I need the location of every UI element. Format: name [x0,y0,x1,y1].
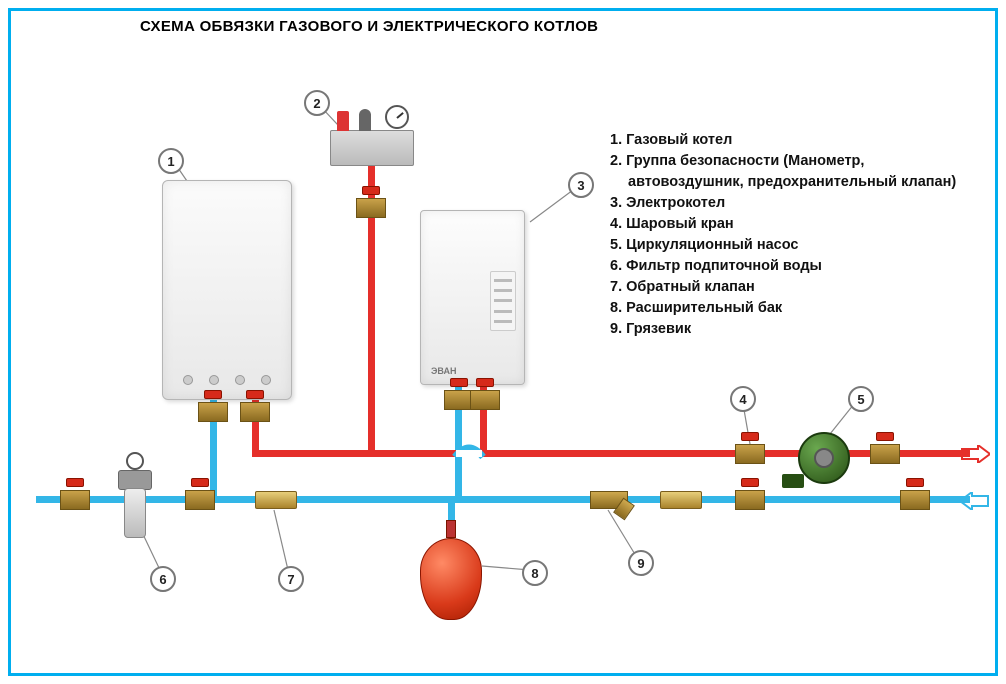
legend-item: 8. Расширительный бак [610,298,980,319]
legend: 1. Газовый котел 2. Группа безопасности … [610,130,980,340]
ball-valve [198,402,228,422]
check-valve [660,491,702,509]
callout-9: 9 [628,550,654,576]
flow-arrow-out [960,445,990,463]
callout-8: 8 [522,560,548,586]
electric-boiler-logo: ЭВАН [431,366,456,376]
callout-6: 6 [150,566,176,592]
ball-valve [870,444,900,464]
callout-5: 5 [848,386,874,412]
ball-valve [470,390,500,410]
legend-item: 5. Циркуляционный насос [610,235,980,256]
makeup-water-filter [118,470,152,540]
expansion-tank [420,538,482,620]
ball-valve [240,402,270,422]
legend-item: 6. Фильтр подпиточной воды [610,256,980,277]
ball-valve [735,490,765,510]
callout-1: 1 [158,148,184,174]
legend-item: 3. Электрокотел [610,193,980,214]
ball-valve [185,490,215,510]
legend-item: 4. Шаровый кран [610,214,980,235]
check-valve [255,491,297,509]
legend-item: 1. Газовый котел [610,130,980,151]
ball-valve [900,490,930,510]
ball-valve [60,490,90,510]
legend-item: 2. Группа безопасности (Манометр, автово… [610,151,980,193]
electric-boiler: ЭВАН [420,210,525,385]
callout-4: 4 [730,386,756,412]
safety-group [330,130,414,166]
gas-boiler [162,180,292,400]
callout-3: 3 [568,172,594,198]
legend-item: 7. Обратный клапан [610,277,980,298]
ball-valve [735,444,765,464]
strainer [590,491,628,509]
callout-2: 2 [304,90,330,116]
legend-item: 9. Грязевик [610,319,980,340]
callout-7: 7 [278,566,304,592]
circulation-pump [798,432,850,484]
ball-valve [356,198,386,218]
flow-arrow-in [960,492,990,510]
